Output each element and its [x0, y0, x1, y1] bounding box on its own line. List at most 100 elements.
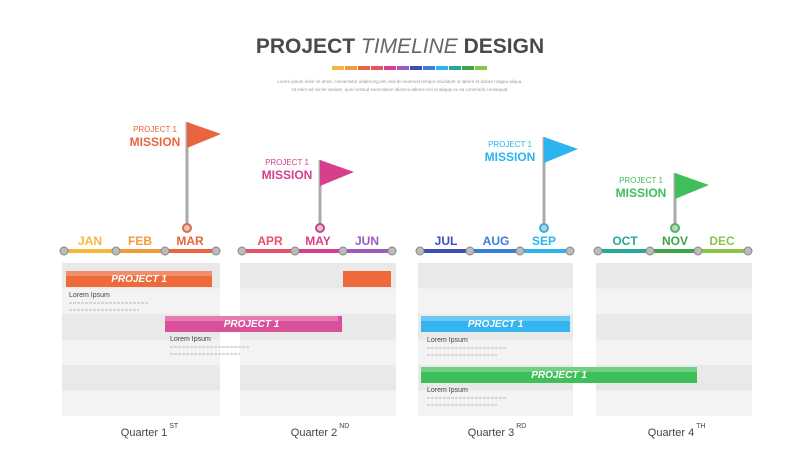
task-bar: [421, 316, 570, 332]
month-bar: [518, 249, 570, 253]
month-bar: [649, 249, 701, 253]
month-bar: [696, 249, 748, 253]
color-swatch: [358, 66, 370, 70]
month-bar: [599, 249, 651, 253]
grid-row: [418, 288, 573, 314]
milestone-label: PROJECT 1: [133, 125, 177, 134]
grid-row: [596, 263, 752, 289]
month-bar: [341, 249, 393, 253]
flag-base: [539, 223, 549, 233]
grid-row: [62, 365, 220, 391]
milestone-title: MISSION: [616, 186, 667, 200]
color-swatch: [332, 66, 344, 70]
month-node: [160, 246, 170, 256]
quarter-suffix: ND: [339, 423, 349, 430]
subtitle: Ut enim ad minim veniam, quis nostrud ex…: [291, 87, 508, 92]
month-label: OCT: [612, 234, 638, 248]
month-bar: [244, 249, 296, 253]
grid-row: [418, 263, 573, 289]
month-node: [59, 246, 69, 256]
milestone-label: PROJECT 1: [265, 158, 309, 167]
month-node: [515, 246, 525, 256]
month-node: [743, 246, 753, 256]
month-node: [565, 246, 575, 256]
flag: [675, 173, 709, 199]
month-node: [338, 246, 348, 256]
milestone-title: MISSION: [485, 150, 536, 164]
subtitle: Lorem ipsum dolor sit amet, consectetur …: [277, 79, 522, 84]
grid-row: [62, 288, 220, 314]
grid-row: [596, 390, 752, 416]
task-bar-shine: [66, 271, 212, 276]
color-swatch: [462, 66, 474, 70]
grid-row: [240, 390, 396, 416]
color-swatch: [449, 66, 461, 70]
grid-row: [240, 339, 396, 365]
title-part: PROJECT: [256, 35, 355, 58]
grid-row: [596, 314, 752, 340]
task-note: Lorem Ipsum: [69, 292, 110, 299]
color-swatch: [410, 66, 422, 70]
month-bar: [114, 249, 166, 253]
month-label: JUL: [435, 234, 458, 248]
month-label: NOV: [662, 234, 688, 248]
month-bar: [470, 249, 522, 253]
task-bar-shine: [421, 367, 697, 372]
month-node: [387, 246, 397, 256]
month-bar: [420, 249, 472, 253]
task-note: Lorem Ipsum: [427, 387, 468, 394]
color-swatch: [475, 66, 487, 70]
grid-row: [62, 339, 220, 365]
month-label: JAN: [78, 234, 102, 248]
month-node: [111, 246, 121, 256]
title-part: TIMELINE: [361, 35, 459, 58]
grid-row: [596, 288, 752, 314]
grid-row: [62, 390, 220, 416]
grid-row: [240, 288, 396, 314]
bar-end: [338, 316, 342, 332]
month-label: APR: [257, 234, 283, 248]
month-label: MAR: [176, 234, 204, 248]
task-bar: [421, 367, 697, 383]
quarter-suffix: RD: [516, 423, 526, 430]
grid-row: [240, 365, 396, 391]
quarter-suffix: TH: [696, 423, 705, 430]
flag: [544, 137, 578, 163]
flag-base: [315, 223, 325, 233]
task-bar: [66, 271, 212, 287]
month-label: JUN: [355, 234, 379, 248]
quarter-label: Quarter 2: [291, 427, 337, 439]
task-label: PROJECT 1: [224, 319, 280, 330]
task-label: PROJECT 1: [111, 274, 167, 285]
task-label: PROJECT 1: [531, 370, 587, 381]
task-note: Lorem Ipsum: [170, 336, 211, 343]
quarter-label: Quarter 3: [468, 427, 514, 439]
milestone-label: PROJECT 1: [488, 140, 532, 149]
month-label: FEB: [128, 234, 152, 248]
month-node: [645, 246, 655, 256]
title-part: DESIGN: [464, 35, 545, 58]
quarter-label: Quarter 1: [121, 427, 167, 439]
color-swatch: [345, 66, 357, 70]
quarter-label: Quarter 4: [648, 427, 694, 439]
milestone-label: PROJECT 1: [619, 176, 663, 185]
task-bar-shine: [165, 316, 338, 321]
grid-row: [418, 390, 573, 416]
month-label: SEP: [532, 234, 556, 248]
flag: [320, 160, 354, 186]
task-note: Lorem Ipsum: [427, 337, 468, 344]
month-node: [237, 246, 247, 256]
milestone-title: MISSION: [130, 135, 181, 149]
month-bar: [164, 249, 216, 253]
month-bar: [292, 249, 344, 253]
month-label: MAY: [305, 234, 331, 248]
month-node: [693, 246, 703, 256]
task-label: PROJECT 1: [468, 319, 524, 330]
month-bar: [64, 249, 116, 253]
milestone-title: MISSION: [262, 168, 313, 182]
month-node: [211, 246, 221, 256]
month-node: [290, 246, 300, 256]
title: PROJECT TIMELINE DESIGN: [256, 35, 544, 58]
quarter-suffix: ST: [169, 423, 179, 430]
